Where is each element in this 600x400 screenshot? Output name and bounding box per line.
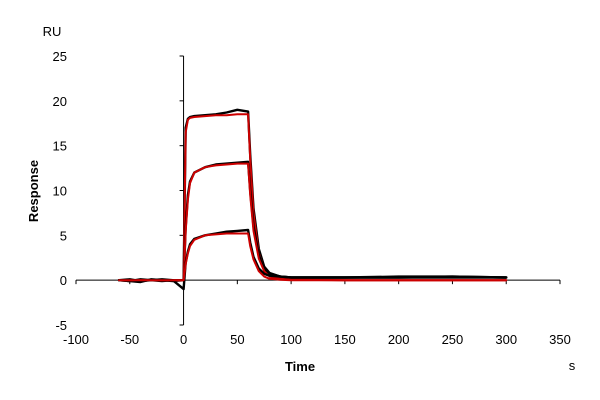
y-tick-label: -5 — [55, 318, 67, 333]
x-tick-label: 50 — [230, 332, 244, 347]
x-tick-label: 0 — [180, 332, 187, 347]
y-tick-label: 25 — [53, 49, 67, 64]
y-tick-label: 0 — [60, 273, 67, 288]
series-line-fit-5 — [118, 232, 508, 282]
y-tick-label: 20 — [53, 94, 67, 109]
series-line-fit-1 — [118, 113, 508, 282]
x-tick-label: 200 — [388, 332, 410, 347]
x-tick-label: 300 — [495, 332, 517, 347]
y-unit-label: RU — [43, 24, 62, 39]
x-tick-label: 350 — [549, 332, 571, 347]
x-tick-label: -50 — [120, 332, 139, 347]
series-line-measured-2 — [117, 160, 508, 283]
y-tick-label: 5 — [60, 228, 67, 243]
series-line-fit-3 — [118, 162, 508, 282]
x-unit-label: s — [569, 358, 576, 373]
y-tick-label: 10 — [53, 184, 67, 199]
y-tick-label: 15 — [53, 139, 67, 154]
x-tick-label: -100 — [63, 332, 89, 347]
x-axis-title: Time — [285, 359, 315, 374]
x-tick-label: 100 — [280, 332, 302, 347]
series-line-measured-0 — [117, 108, 508, 284]
series-layer — [117, 108, 508, 291]
y-axis-title: Response — [26, 160, 41, 222]
x-tick-label: 150 — [334, 332, 356, 347]
x-tick-label: 250 — [442, 332, 464, 347]
